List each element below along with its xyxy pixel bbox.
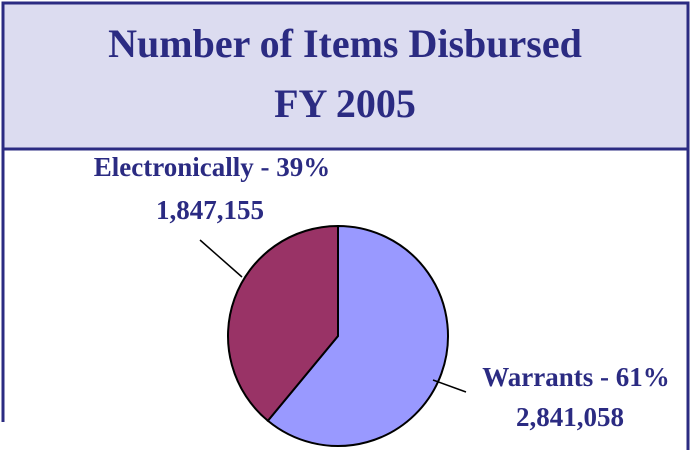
leader-line — [199, 239, 243, 278]
pie — [227, 224, 449, 447]
title-band — [1, 1, 690, 151]
slice-label: Warrants - 61% — [482, 362, 669, 392]
slice-count: 1,847,155 — [156, 195, 264, 225]
slice-label: Electronically - 39% — [94, 152, 330, 182]
chart-title: FY 2005 — [274, 81, 416, 126]
slice-count: 2,841,058 — [516, 402, 624, 432]
pie-slice — [266, 224, 449, 447]
chart-title: Number of Items Disbursed — [108, 21, 582, 66]
pie-slice — [227, 224, 339, 423]
leader-line — [432, 379, 467, 393]
